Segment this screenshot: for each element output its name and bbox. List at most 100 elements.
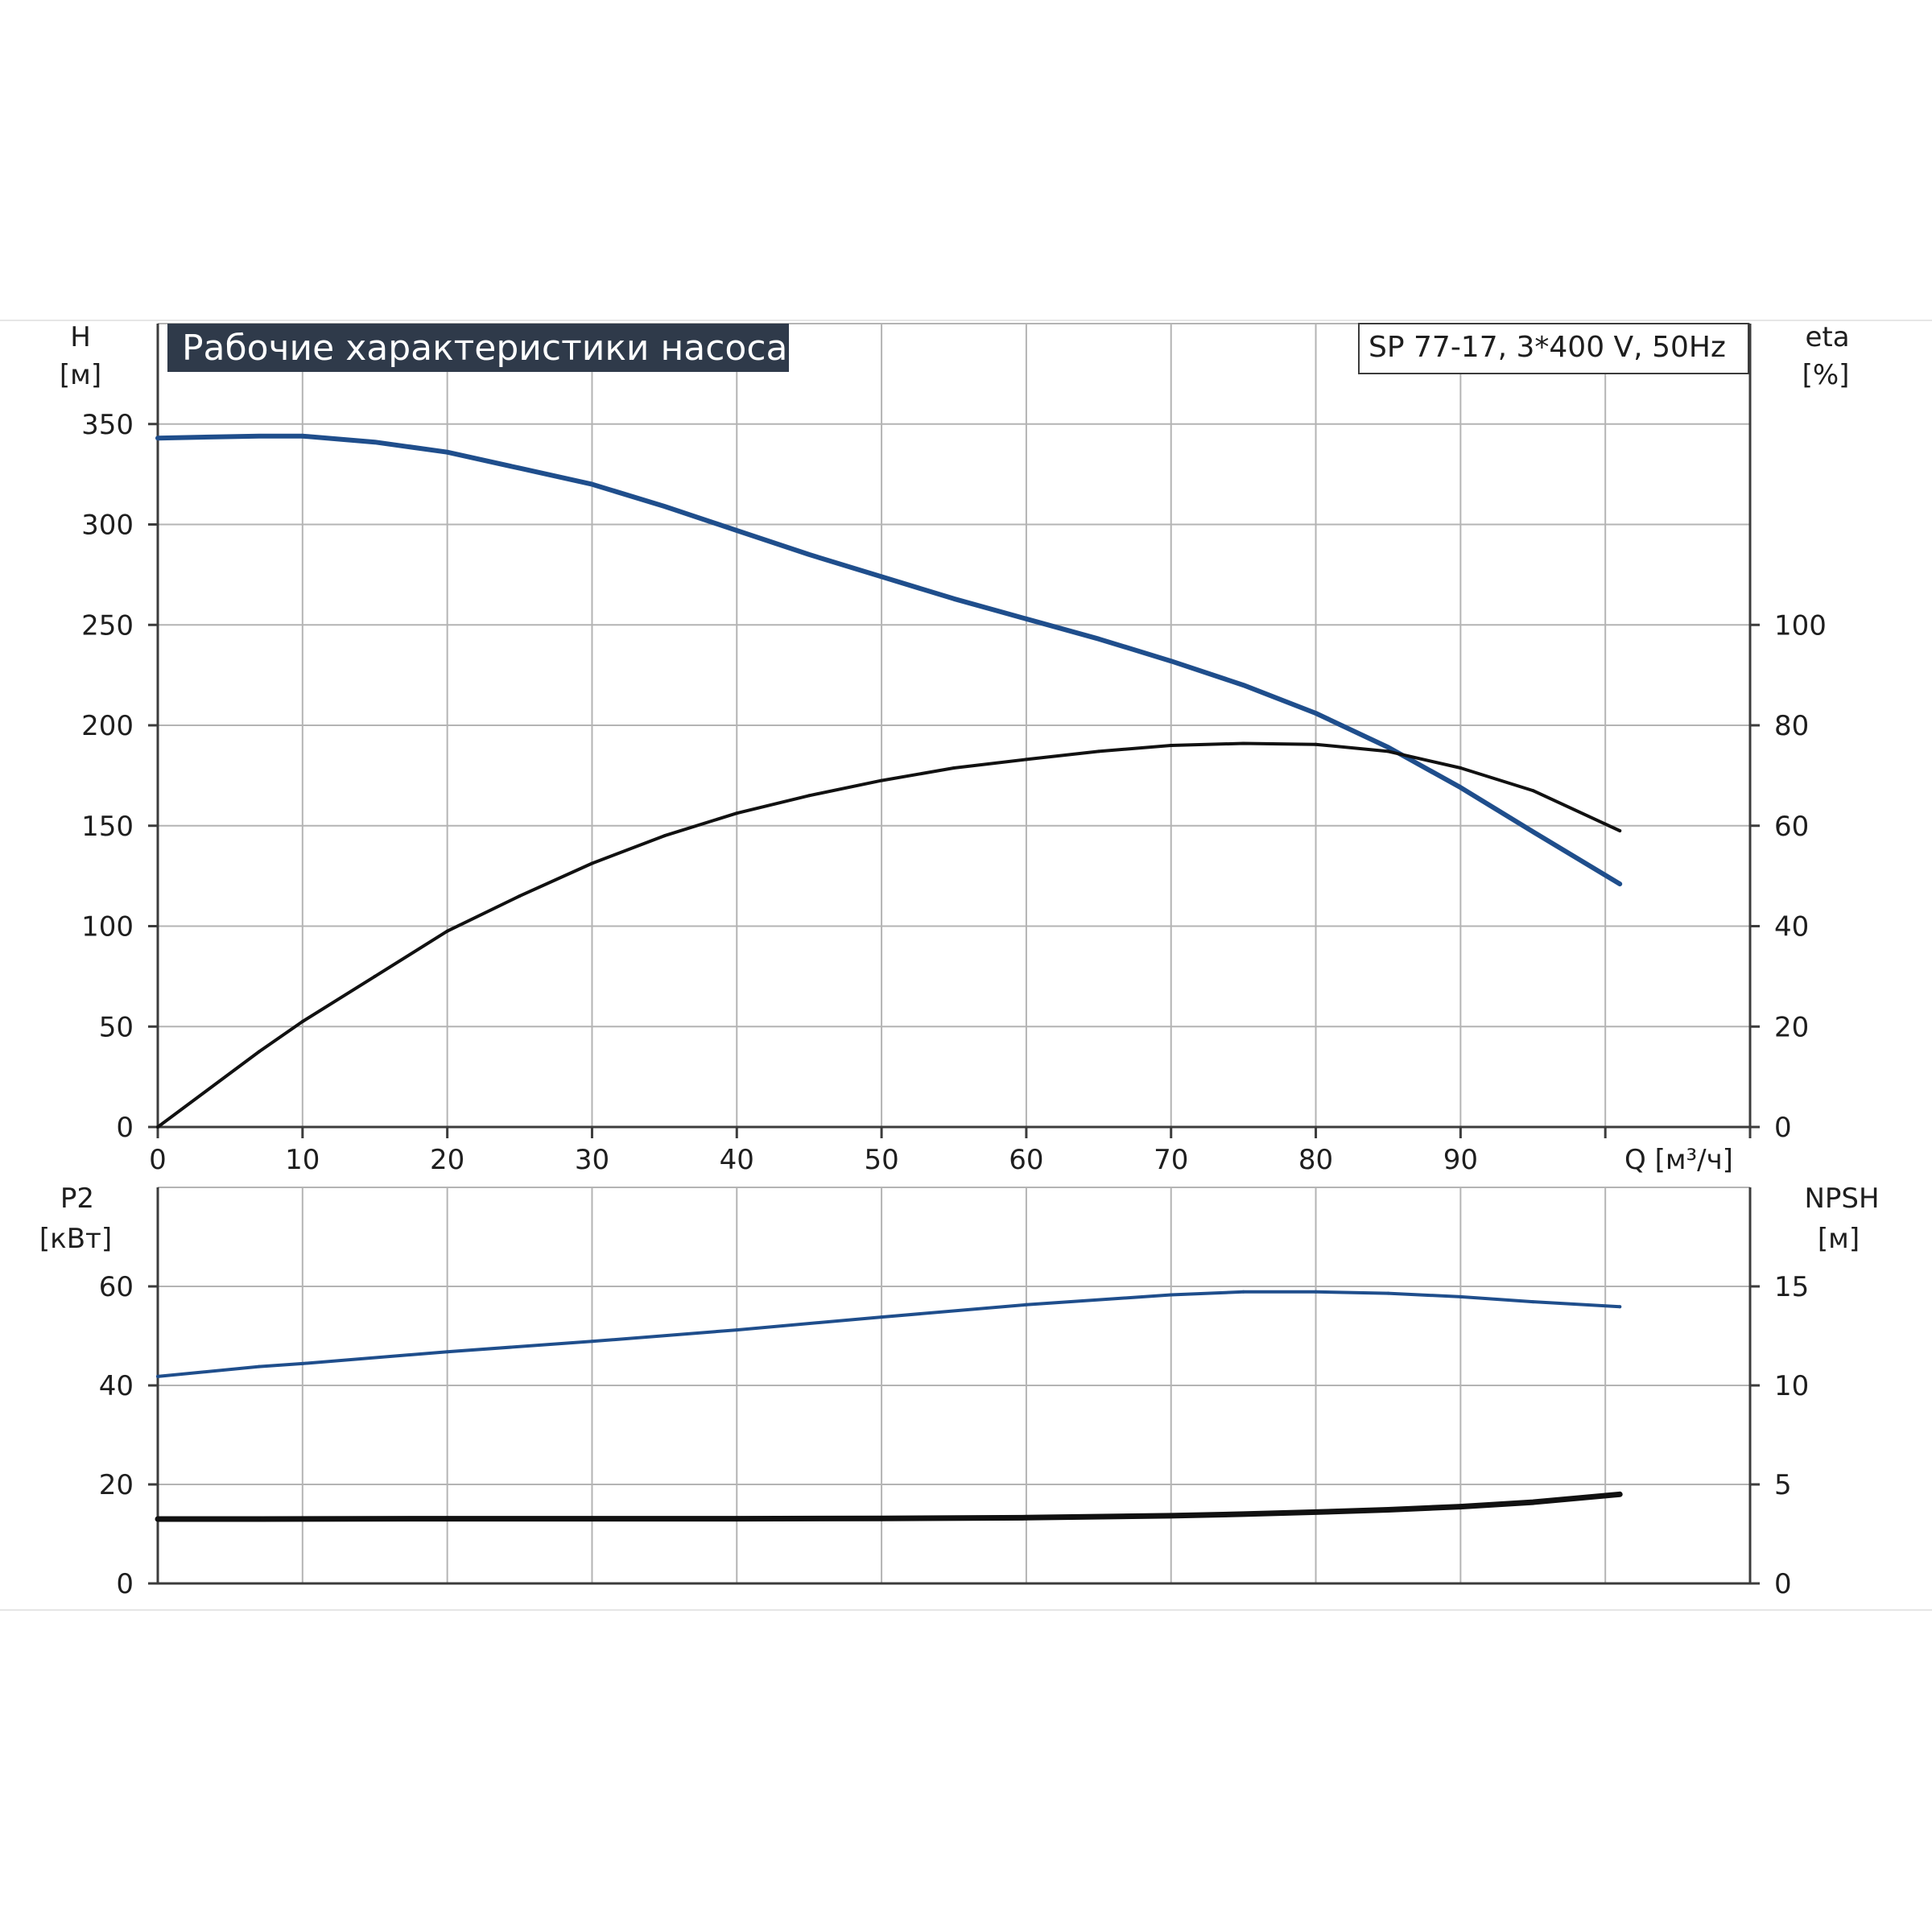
grid	[158, 323, 1750, 1583]
top-left-tick-label: 50	[99, 1011, 134, 1043]
series	[155, 433, 1623, 1522]
top-series-1-point	[1386, 749, 1390, 753]
bottom-left-tick-label: 60	[99, 1271, 134, 1303]
top-series-1-point	[1314, 742, 1318, 746]
top-series-0-point	[1459, 786, 1463, 790]
top-series-0-point	[373, 440, 377, 444]
top-series-1-point	[156, 1125, 159, 1129]
top-right-tick-label: 40	[1774, 911, 1809, 943]
top-series-1-point	[300, 1020, 304, 1023]
bottom-series-1-point	[445, 1517, 449, 1521]
x-tick-label: 60	[1009, 1144, 1043, 1176]
top-series-1-point	[735, 811, 739, 815]
top-series-0-point	[880, 575, 884, 579]
bottom-series-0-point	[1314, 1290, 1318, 1294]
top-series-0-point	[445, 450, 449, 454]
bottom-series-1-point	[1618, 1492, 1622, 1496]
top-series-1-point	[1024, 758, 1028, 762]
q-axis-title: Q [м³/ч]	[1624, 1144, 1733, 1176]
top-left-tick-label: 300	[81, 510, 134, 542]
bottom-series-0-point	[590, 1340, 594, 1344]
bottom-series-0-point	[156, 1374, 159, 1378]
top-series-0-point	[1096, 637, 1100, 641]
top-right-tick-label: 0	[1774, 1112, 1792, 1144]
bottom-right-tick-label: 5	[1774, 1469, 1792, 1501]
bottom-series-1-point	[1024, 1516, 1028, 1520]
bottom-series-1-point	[1169, 1513, 1173, 1517]
x-tick-label: 40	[720, 1144, 754, 1176]
top-series-1-line	[156, 741, 1622, 1129]
x-tick-label: 0	[149, 1144, 167, 1176]
bottom-left-tick-label: 40	[99, 1370, 134, 1402]
bottom-series-1-point	[257, 1517, 261, 1521]
top-series-0-point	[735, 529, 739, 532]
top-series-0-point	[952, 597, 956, 601]
bottom-series-0-line	[156, 1290, 1622, 1378]
top-series-1-point	[373, 974, 377, 978]
x-tick-label: 10	[285, 1144, 320, 1176]
x-tick-label: 70	[1154, 1144, 1188, 1176]
bottom-series-1-point	[156, 1517, 159, 1521]
bottom-series-1-point	[1459, 1505, 1463, 1509]
top-series-0-point	[1241, 683, 1245, 687]
bottom-series-0-point	[1241, 1290, 1245, 1294]
model-label-background	[1358, 323, 1749, 374]
bottom-series-1-line	[155, 1491, 1623, 1522]
top-series-1-point	[663, 834, 667, 838]
top-left-tick-label: 100	[81, 911, 134, 943]
bottom-series-1-point	[1314, 1510, 1318, 1514]
bottom-series-0-point	[1386, 1291, 1390, 1295]
bottom-right-tick-label: 15	[1774, 1271, 1809, 1303]
top-series-0-line	[155, 433, 1623, 887]
x-tick-label: 50	[864, 1144, 898, 1176]
top-series-1-point	[880, 778, 884, 782]
chart-title: Рабочие характеристики насоса	[182, 328, 787, 369]
top-right-tick-label: 20	[1774, 1011, 1809, 1043]
top-series-1-point	[1618, 829, 1622, 832]
top-series-0-point	[257, 434, 261, 438]
top-left-tick-label: 150	[81, 811, 134, 843]
bottom-series-0-point	[1531, 1300, 1535, 1304]
bottom-right-tick-label: 0	[1774, 1568, 1792, 1600]
bottom-series-1-point	[1241, 1512, 1245, 1516]
bottom-series-0-point	[735, 1328, 739, 1332]
top-series-0-point	[663, 505, 667, 508]
top-left-tick-label: 200	[81, 710, 134, 742]
top-series-0-point	[590, 482, 594, 486]
top-series-1-point	[445, 929, 449, 933]
axes	[148, 324, 1760, 1585]
bottom-series-0-point	[1459, 1294, 1463, 1298]
top-right-tick-label: 80	[1774, 710, 1809, 742]
bottom-series-0-point	[1169, 1293, 1173, 1297]
top-series-1-point	[807, 794, 811, 798]
model-label: SP 77-17, 3*400 V, 50Hz	[1368, 331, 1726, 364]
bottom-series-0-point	[300, 1361, 304, 1365]
top-series-1-point	[952, 766, 956, 770]
bottom-series-0-point	[445, 1350, 449, 1354]
top-series-1-point	[1169, 744, 1173, 747]
bottom-series-0-point	[257, 1364, 261, 1368]
top-series-0-point	[1386, 745, 1390, 749]
top-series-0-point	[1618, 882, 1622, 886]
top-series-0-point	[1531, 830, 1535, 834]
top-series-0-point	[300, 434, 304, 438]
top-series-0-point	[807, 552, 811, 556]
bottom-left-tick-label: 0	[116, 1568, 134, 1600]
x-tick-label: 90	[1443, 1144, 1478, 1176]
top-series-1-point	[1241, 741, 1245, 745]
top-series-0-point	[1024, 617, 1028, 621]
npsh-axis-unit: [м]	[1818, 1223, 1860, 1255]
bottom-series-1-point	[1531, 1501, 1535, 1505]
top-series-0-point	[1169, 659, 1173, 663]
top-series-1-point	[590, 861, 594, 865]
eta-axis-unit: [%]	[1802, 359, 1850, 391]
top-left-tick-label: 350	[81, 409, 134, 441]
top-series-1-point	[257, 1050, 261, 1054]
top-series-1-point	[518, 894, 522, 898]
bottom-series-0-point	[1618, 1305, 1622, 1309]
top-series-1-point	[1096, 749, 1100, 753]
h-axis-unit: [м]	[60, 359, 101, 391]
top-series-0-point	[1314, 712, 1318, 715]
npsh-axis-title: NPSH	[1804, 1183, 1879, 1215]
